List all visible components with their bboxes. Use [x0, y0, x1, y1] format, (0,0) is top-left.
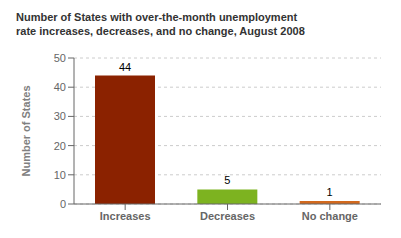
- svg-text:0: 0: [60, 198, 66, 210]
- svg-text:44: 44: [119, 61, 131, 73]
- svg-text:Increases: Increases: [100, 210, 151, 222]
- svg-text:No change: No change: [302, 210, 358, 222]
- svg-text:Decreases: Decreases: [200, 210, 255, 222]
- svg-text:10: 10: [54, 169, 66, 181]
- svg-text:20: 20: [54, 140, 66, 152]
- svg-text:30: 30: [54, 110, 66, 122]
- svg-text:50: 50: [54, 52, 66, 64]
- html-text:Number of States with over-the: Number of States with over-the-month une…: [16, 11, 305, 37]
- svg-text:40: 40: [54, 81, 66, 93]
- svg-text:5: 5: [224, 174, 230, 186]
- svg-text:Number of States: Number of States: [20, 85, 32, 176]
- svg-text:1: 1: [327, 186, 333, 198]
